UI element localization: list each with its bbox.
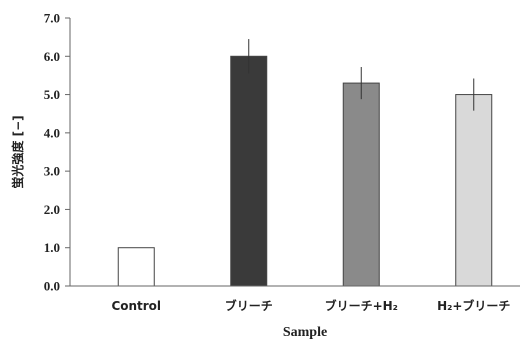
y-tick-label: 2.0 (44, 202, 60, 217)
bar (231, 56, 267, 286)
x-axis-title: Sample (283, 325, 327, 340)
y-tick-label: 0.0 (44, 279, 60, 294)
x-axis-labels: Control ブリーチ ブリーチ+H₂ H₂+ブリーチ (111, 298, 510, 313)
y-tick-label: 4.0 (44, 125, 60, 140)
y-tick-label: 6.0 (44, 49, 60, 64)
x-tick-label: Control (111, 299, 161, 313)
x-tick-label: ブリーチ (225, 298, 273, 313)
x-tick-label: H₂+ブリーチ (437, 298, 510, 313)
x-tick-label: ブリーチ+H₂ (325, 298, 398, 313)
y-tick-label: 1.0 (44, 240, 60, 255)
y-tick-label: 5.0 (44, 87, 60, 102)
bars-group (118, 56, 492, 286)
bar (343, 83, 379, 286)
bar (456, 95, 492, 286)
y-tick-label: 7.0 (44, 11, 60, 26)
y-tick-label: 3.0 (44, 164, 60, 179)
bar (118, 248, 154, 286)
y-axis-ticks: 0.0 1.0 2.0 3.0 4.0 5.0 6.0 7.0 (44, 11, 70, 294)
y-axis-title: 蛍光強度 [−] (10, 115, 25, 188)
